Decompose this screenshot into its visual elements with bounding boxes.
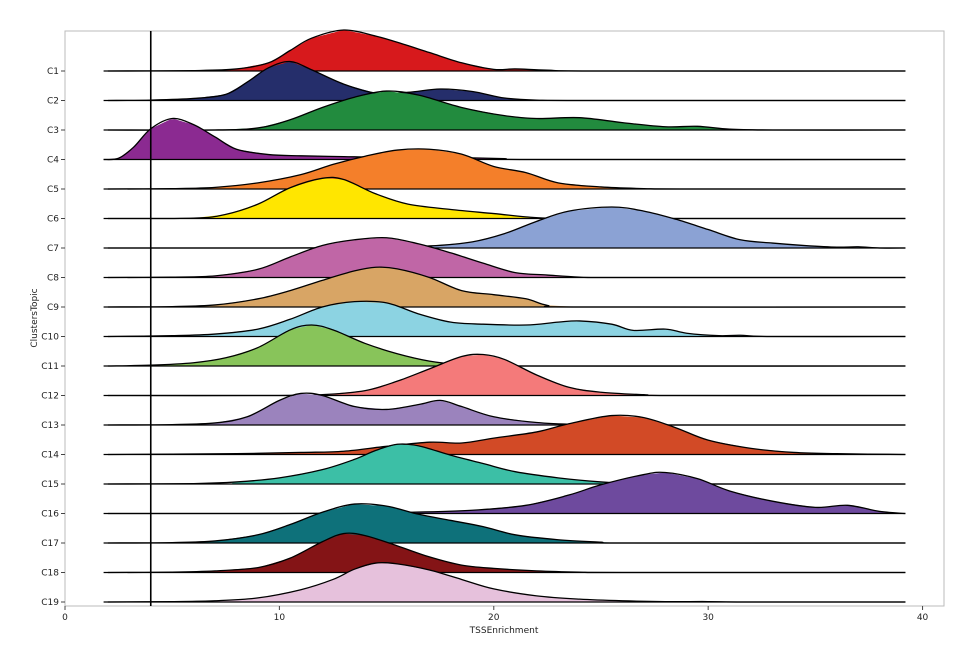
ridge-outline-c1 [107, 29, 906, 72]
x-tick-label-30: 30 [702, 613, 714, 623]
y-tick-label-c13: C13 [41, 421, 59, 431]
ridge-c14 [103, 414, 906, 456]
ridge-outline-c10 [107, 300, 906, 338]
y-tick-label-c17: C17 [41, 539, 59, 549]
ridge-outline-c3 [107, 90, 906, 131]
ridge-fill-c7 [380, 207, 865, 248]
ridge-fill-c4 [103, 119, 503, 160]
y-tick-label-c14: C14 [41, 451, 59, 461]
ridge-c17 [103, 503, 906, 544]
x-tick-label-40: 40 [917, 613, 929, 623]
y-tick-label-c18: C18 [41, 569, 59, 579]
y-tick-label-c10: C10 [41, 333, 59, 343]
ridge-fill-c8 [180, 237, 593, 278]
ridge-fill-c16 [339, 472, 906, 514]
ridge-fill-c9 [172, 267, 571, 307]
y-tick-label-c6: C6 [47, 215, 59, 225]
y-tick-label-c1: C1 [47, 67, 59, 77]
y-tick-label-c12: C12 [41, 392, 59, 402]
plot-frame [64, 30, 945, 607]
ridge-fill-c19 [163, 563, 756, 602]
y-tick-label-c19: C19 [41, 598, 59, 608]
y-tick-label-c8: C8 [47, 274, 59, 284]
y-tick-label-c2: C2 [47, 97, 59, 107]
x-axis-ticks: 0 10 20 30 40 [62, 606, 929, 623]
ridge-fill-c14 [180, 415, 906, 455]
ridge-fill-c12 [266, 354, 677, 396]
x-tick-label-0: 0 [62, 613, 68, 623]
y-tick-label-c9: C9 [47, 303, 59, 313]
ridge-c3 [103, 90, 906, 131]
ridge-fill-c18 [165, 533, 586, 573]
ridge-fill-c3 [185, 91, 734, 130]
ridge-fill-c1 [176, 30, 550, 71]
ridge-c12 [103, 353, 906, 397]
ridge-fill-c5 [172, 149, 644, 189]
ridge-c18 [103, 532, 906, 574]
ridge-c13 [103, 392, 906, 426]
y-tick-label-c5: C5 [47, 185, 59, 195]
y-tick-label-c4: C4 [47, 156, 59, 166]
ridge-fill-c17 [127, 504, 629, 543]
y-axis-ticks: C1 C2 C3 C4 C5 C6 C7 C8 C9 C10 C11 C12 C13 C14 C15 C16 C… [41, 67, 65, 608]
ridge-c1 [103, 29, 906, 72]
ridge-fill-c2 [125, 62, 544, 101]
ridge-fill-c6 [200, 178, 544, 219]
y-axis-label: ClustersTopic [30, 288, 40, 347]
y-tick-label-c7: C7 [47, 244, 59, 254]
ridge-c9 [103, 266, 906, 308]
ridge-c5 [103, 148, 906, 190]
ridge-series-group [103, 29, 906, 603]
ridge-c8 [103, 236, 906, 279]
y-tick-label-c16: C16 [41, 510, 59, 520]
x-axis-label: TSSEnrichment [469, 626, 539, 636]
ridge-c19 [103, 561, 906, 603]
ridge-c2 [103, 60, 906, 102]
y-tick-label-c15: C15 [41, 480, 59, 490]
ridge-c7 [103, 206, 906, 249]
ridge-fill-c15 [232, 444, 638, 484]
ridge-outline-c14 [107, 414, 906, 456]
y-tick-label-c11: C11 [41, 362, 59, 372]
ridge-fill-c11 [140, 325, 469, 366]
x-tick-label-10: 10 [274, 613, 286, 623]
x-tick-label-20: 20 [488, 613, 500, 623]
y-tick-label-c3: C3 [47, 126, 59, 136]
